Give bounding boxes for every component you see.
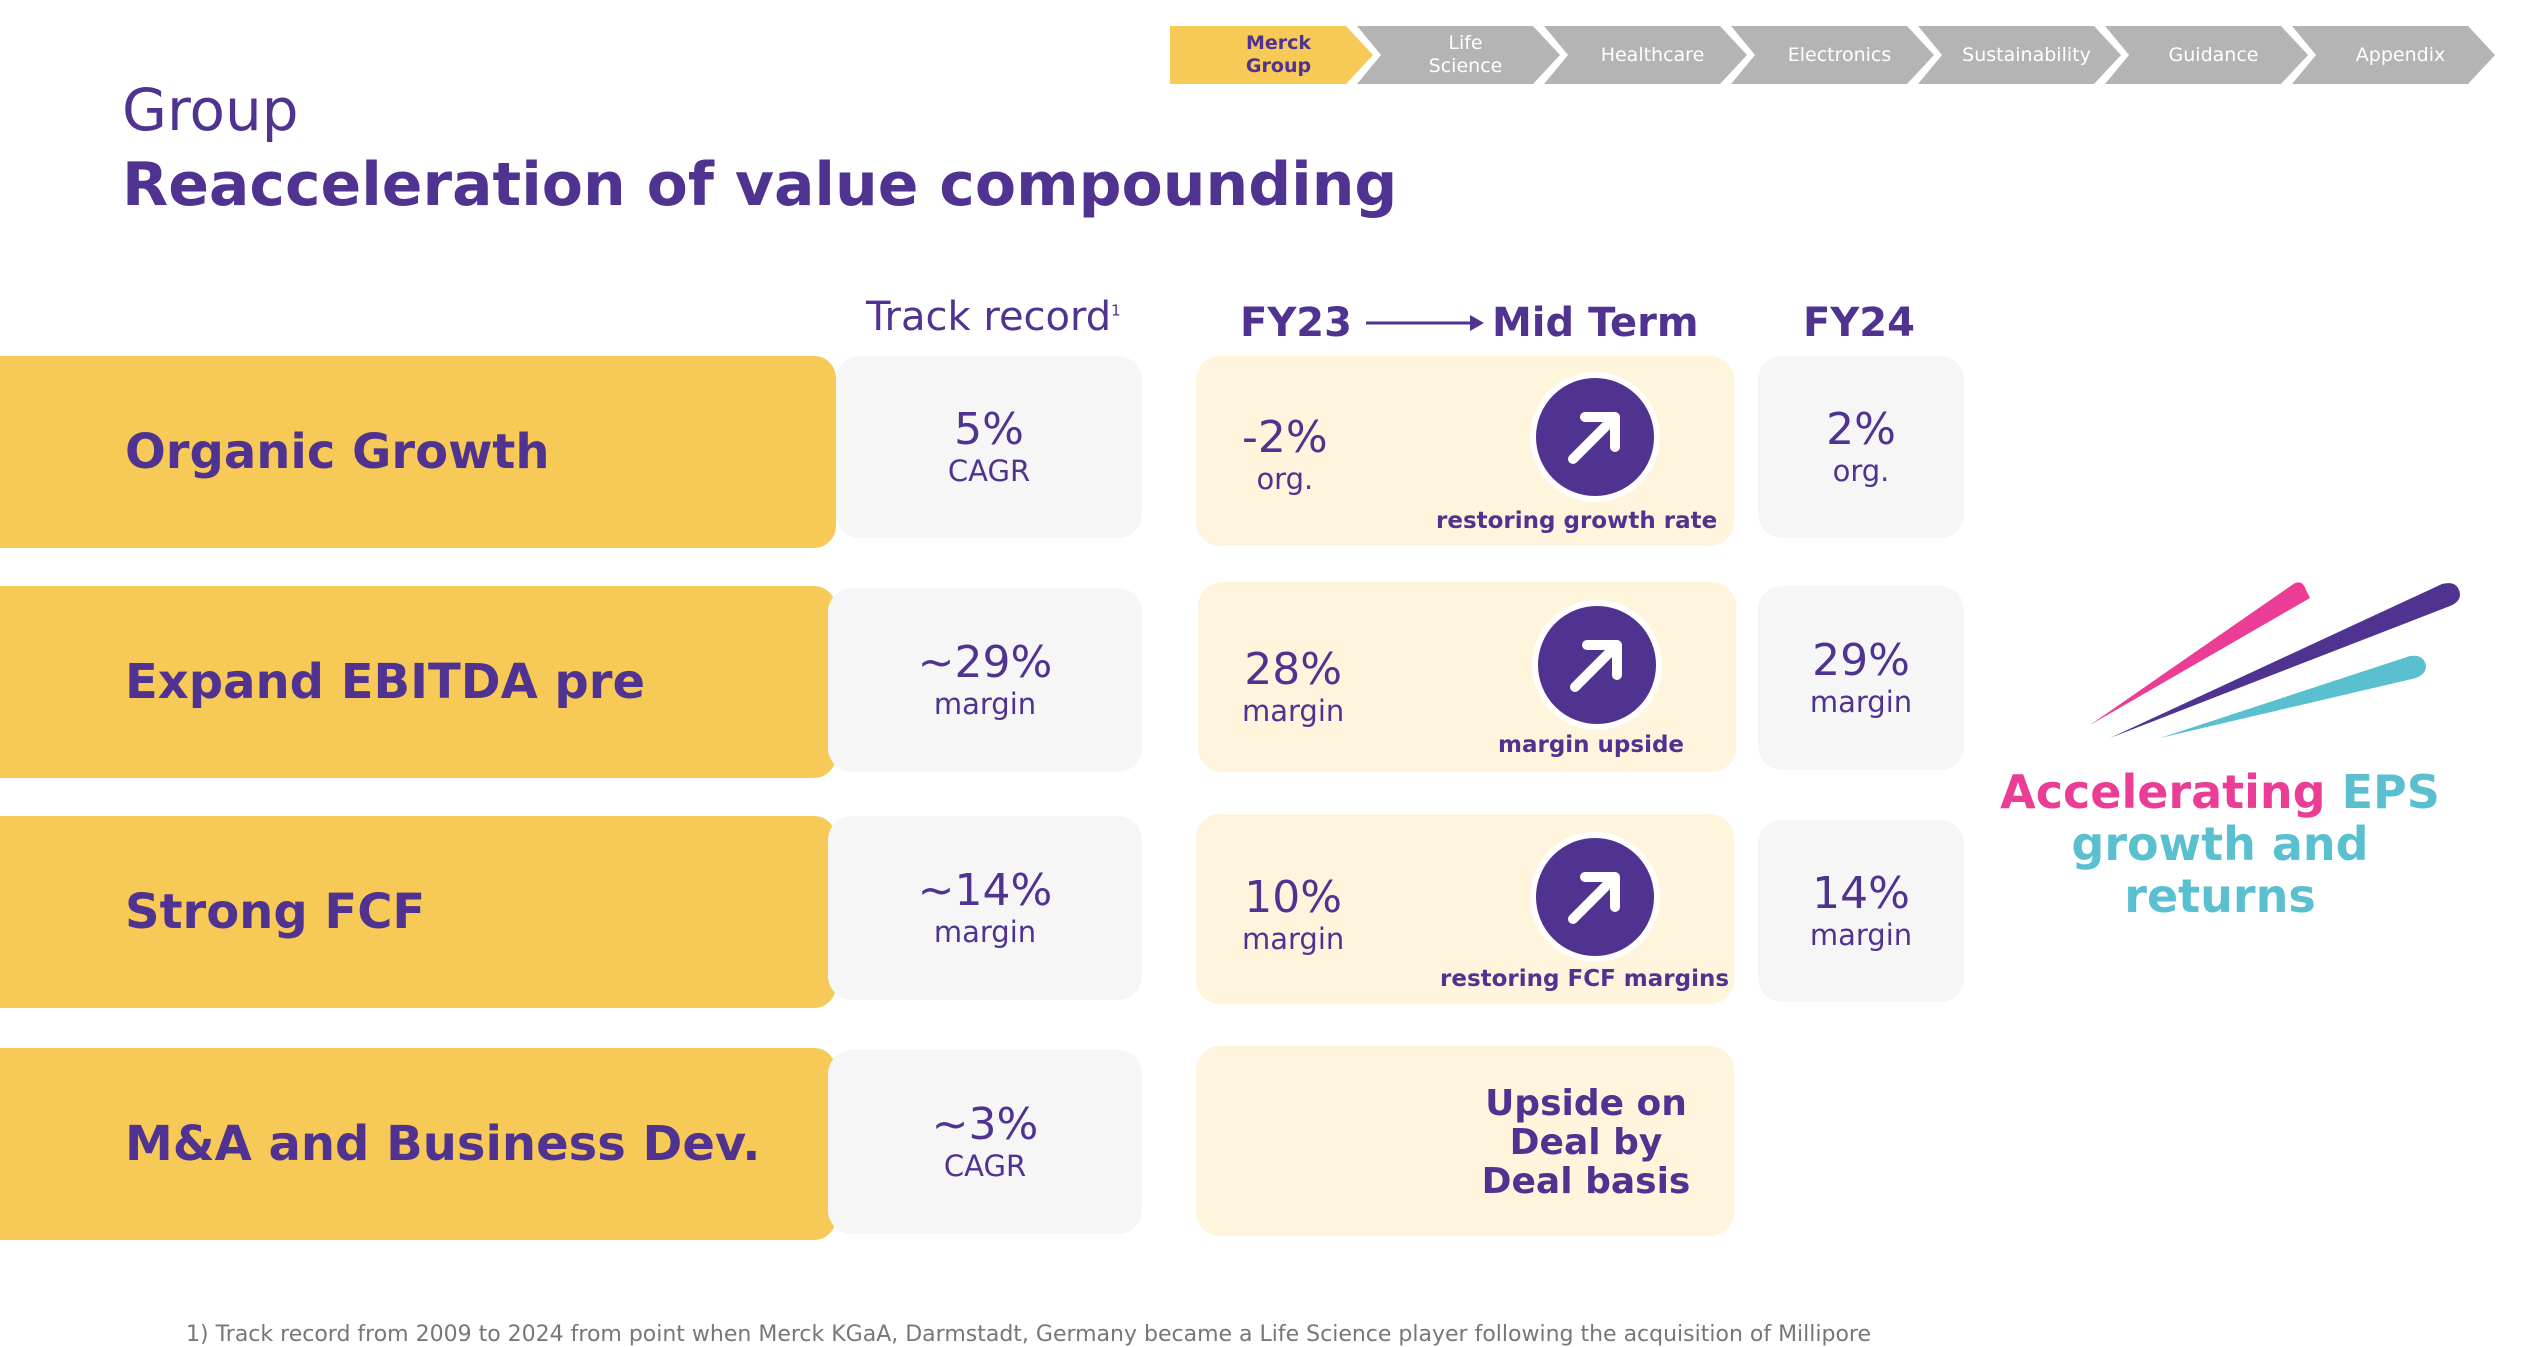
eps-streaks-graphic xyxy=(2090,582,2460,738)
fy24-unit: org. xyxy=(1832,454,1890,488)
section-label: Group xyxy=(122,76,299,144)
fy23-value: 28% xyxy=(1244,644,1343,695)
fy23-value-block: 10% margin xyxy=(1242,872,1345,957)
row-label-strong-fcf: Strong FCF xyxy=(0,816,836,1008)
nav-tab-guidance[interactable]: Guidance xyxy=(2105,26,2308,84)
fy24-unit: margin xyxy=(1809,918,1913,952)
arrow-right-icon xyxy=(1366,315,1484,331)
fy23-value: 10% xyxy=(1244,872,1343,923)
fy24-value: 29% xyxy=(1812,635,1910,686)
footnote: 1) Track record from 2009 to 2024 from p… xyxy=(186,1322,1872,1347)
fy23-value: -2% xyxy=(1242,412,1328,463)
eps-statement: Accelerating EPS growth and returns xyxy=(1990,766,2450,922)
footnote-marker: 1 xyxy=(1111,301,1121,320)
mid-term-caption: restoring FCF margins xyxy=(1440,966,1730,992)
track-record-value: ~3% xyxy=(931,1099,1039,1150)
mid-term-caption: margin upside xyxy=(1498,732,1685,758)
fy24-value: 14% xyxy=(1812,868,1910,919)
fy23-unit: margin xyxy=(1242,694,1345,728)
mid-term-card-strong-fcf: 10% margin restoring FCF margins xyxy=(1196,814,1734,1004)
eps-statement-growth-returns: EPS growth and returns xyxy=(2071,765,2440,923)
track-record-unit: CAGR xyxy=(943,1149,1027,1183)
fy23-unit: margin xyxy=(1242,922,1345,956)
nav-tab-merck-group[interactable]: Merck Group xyxy=(1170,26,1373,84)
mid-term-card-ma-business-dev: Upside on Deal by Deal basis xyxy=(1196,1046,1734,1236)
track-record-card-ma-business-dev: ~3% CAGR xyxy=(828,1050,1142,1234)
track-record-value: ~14% xyxy=(917,865,1053,916)
mid-term-caption: restoring growth rate xyxy=(1436,508,1718,534)
track-record-card-strong-fcf: ~14% margin xyxy=(828,816,1142,1000)
track-record-card-organic-growth: 5% CAGR xyxy=(836,356,1142,538)
trend-up-arrow-icon xyxy=(1530,832,1660,962)
nav-tab-electronics[interactable]: Electronics xyxy=(1731,26,1934,84)
row-label-ma-business-dev: M&A and Business Dev. xyxy=(0,1048,836,1240)
nav-tab-healthcare[interactable]: Healthcare xyxy=(1544,26,1747,84)
nav-tab-appendix[interactable]: Appendix xyxy=(2292,26,2495,84)
trend-up-arrow-icon xyxy=(1530,372,1660,502)
row-label-organic-growth: Organic Growth xyxy=(0,356,836,548)
fy24-unit: margin xyxy=(1809,685,1913,719)
fy24-card-organic-growth: 2% org. xyxy=(1758,356,1964,538)
nav-tab-sustainability[interactable]: Sustainability xyxy=(1918,26,2121,84)
track-record-unit: margin xyxy=(933,915,1037,949)
column-header-track-record: Track record1 xyxy=(866,294,1121,340)
fy23-value-block: -2% org. xyxy=(1242,412,1328,497)
section-breadcrumb: Merck Group Life Science Healthcare Elec… xyxy=(1170,26,2500,84)
column-header-fy24: FY24 xyxy=(1803,300,1915,346)
row-label-ebitda-pre: Expand EBITDA pre xyxy=(0,586,836,778)
fy23-value-block: 28% margin xyxy=(1242,644,1345,729)
trend-up-arrow-icon xyxy=(1532,600,1662,730)
track-record-unit: CAGR xyxy=(947,454,1031,488)
nav-tab-life-science[interactable]: Life Science xyxy=(1357,26,1560,84)
column-header-mid-term: Mid Term xyxy=(1492,300,1699,346)
track-record-card-ebitda-pre: ~29% margin xyxy=(828,588,1142,772)
eps-statement-accelerating: Accelerating xyxy=(2000,765,2326,819)
mid-term-card-organic-growth: -2% org. restoring growth rate xyxy=(1196,356,1734,546)
deal-by-deal-text: Upside on Deal by Deal basis xyxy=(1481,1083,1691,1202)
track-record-value: 5% xyxy=(954,404,1024,455)
fy24-value: 2% xyxy=(1826,404,1896,455)
track-record-value: ~29% xyxy=(917,637,1053,688)
fy23-unit: org. xyxy=(1256,462,1314,496)
mid-term-card-ebitda-pre: 28% margin margin upside xyxy=(1198,582,1736,772)
fy24-card-ebitda-pre: 29% margin xyxy=(1758,586,1964,770)
track-record-unit: margin xyxy=(933,687,1037,721)
fy24-card-strong-fcf: 14% margin xyxy=(1758,820,1964,1002)
page-title: Reacceleration of value compounding xyxy=(122,150,1398,220)
column-header-fy23: FY23 xyxy=(1240,300,1352,346)
